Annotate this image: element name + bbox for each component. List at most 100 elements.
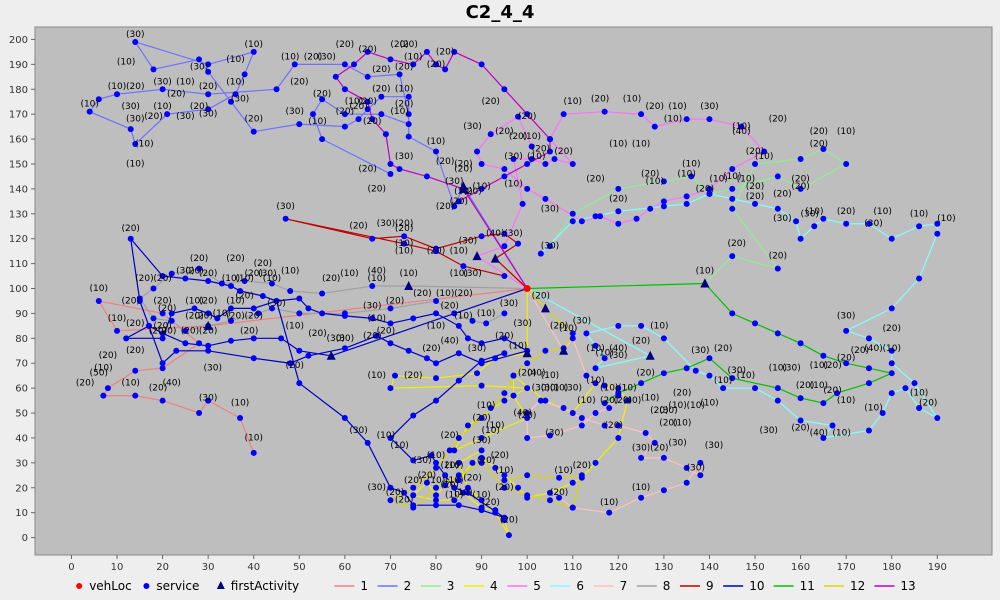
- service-point: [241, 278, 248, 285]
- service-label: (20): [463, 187, 481, 197]
- service-point: [296, 310, 303, 317]
- service-label: (10): [390, 441, 408, 451]
- y-tick-label: 100: [9, 284, 28, 295]
- service-label: (10): [427, 476, 445, 486]
- service-point: [865, 365, 872, 372]
- legend-item-5-label: 5: [533, 579, 541, 593]
- service-label: (20): [509, 132, 527, 142]
- service-point: [259, 292, 266, 299]
- service-point: [455, 377, 462, 384]
- service-point: [423, 48, 430, 55]
- service-label: (30): [463, 269, 481, 279]
- legend-item-13-label: 13: [900, 579, 915, 593]
- service-label: (20): [591, 95, 609, 105]
- service-point: [114, 327, 121, 334]
- service-point: [934, 230, 941, 237]
- service-point: [560, 405, 567, 412]
- service-point: [683, 193, 690, 200]
- service-point: [501, 165, 508, 172]
- service-label: (10): [477, 401, 495, 411]
- service-point: [578, 422, 585, 429]
- service-point: [433, 497, 440, 504]
- service-point: [451, 447, 458, 454]
- x-tick-label: 120: [609, 562, 628, 573]
- service-label: (20): [372, 85, 390, 95]
- service-label: (20): [823, 361, 841, 371]
- legend-item-service-label: service: [156, 579, 199, 593]
- service-label: (20): [286, 361, 304, 371]
- service-point: [232, 91, 239, 98]
- service-label: (10): [609, 140, 627, 150]
- service-point: [455, 472, 462, 479]
- service-label: (30): [472, 436, 490, 446]
- service-point: [501, 86, 508, 93]
- service-label: (20): [149, 326, 167, 336]
- service-label: (10): [245, 40, 263, 50]
- service-point: [469, 317, 476, 324]
- service-label: (30): [800, 209, 818, 219]
- service-point: [250, 355, 257, 362]
- service-label: (20): [149, 384, 167, 394]
- service-label: (30): [541, 204, 559, 214]
- service-label: (10): [222, 274, 240, 284]
- service-label: (10): [755, 152, 773, 162]
- x-tick-label: 80: [430, 562, 443, 573]
- service-point: [369, 116, 376, 123]
- service-label: (10): [910, 389, 928, 399]
- service-point: [615, 322, 622, 329]
- service-point: [615, 185, 622, 192]
- service-label: (20): [450, 197, 468, 207]
- service-point: [205, 91, 212, 98]
- service-point: [464, 484, 471, 491]
- service-point: [916, 275, 923, 282]
- service-label: (10): [810, 381, 828, 391]
- service-label: (10): [668, 102, 686, 112]
- service-label: (10): [281, 52, 299, 62]
- service-point: [601, 382, 608, 389]
- service-point: [433, 459, 440, 466]
- service-label: (20): [185, 311, 203, 321]
- service-labels: (30) (10) (10) (10) (20) (30) (10) (10) (20) (30)…: [76, 30, 956, 526]
- first-activity-markers: [203, 181, 710, 360]
- service-label: (20): [390, 40, 408, 50]
- service-point: [752, 320, 759, 327]
- service-label: (20): [609, 194, 627, 204]
- service-point: [455, 198, 462, 205]
- y-tick-label: 80: [15, 334, 28, 345]
- service-label: (10): [564, 97, 582, 107]
- service-point: [546, 489, 553, 496]
- service-label: (30): [782, 364, 800, 374]
- service-point: [720, 385, 727, 392]
- service-point: [774, 397, 781, 404]
- service-point: [159, 397, 166, 404]
- service-label: (40): [609, 344, 627, 354]
- service-point: [205, 310, 212, 317]
- service-label: (30): [267, 299, 285, 309]
- service-label: (30): [837, 311, 855, 321]
- service-point: [196, 265, 203, 272]
- service-label: (20): [641, 169, 659, 179]
- service-label: (20): [395, 219, 413, 229]
- service-point: [524, 385, 531, 392]
- service-label: (20): [245, 115, 263, 125]
- service-point: [660, 198, 667, 205]
- service-label: (10): [226, 77, 244, 87]
- service-point: [706, 116, 713, 123]
- service-point: [455, 459, 462, 466]
- service-point: [797, 340, 804, 347]
- service-point: [205, 342, 212, 349]
- service-label: (10): [176, 77, 194, 87]
- service-label: (10): [559, 324, 577, 334]
- service-point: [729, 165, 736, 172]
- service-label: (20): [436, 157, 454, 167]
- service-label: (20): [532, 291, 550, 301]
- route-line-6: [526, 193, 938, 439]
- service-point: [428, 452, 435, 459]
- service-label: (30): [336, 334, 354, 344]
- service-point: [410, 412, 417, 419]
- service-label: (20): [746, 182, 764, 192]
- service-label: (20): [226, 311, 244, 321]
- service-label: (10): [550, 384, 568, 394]
- service-point: [401, 240, 408, 247]
